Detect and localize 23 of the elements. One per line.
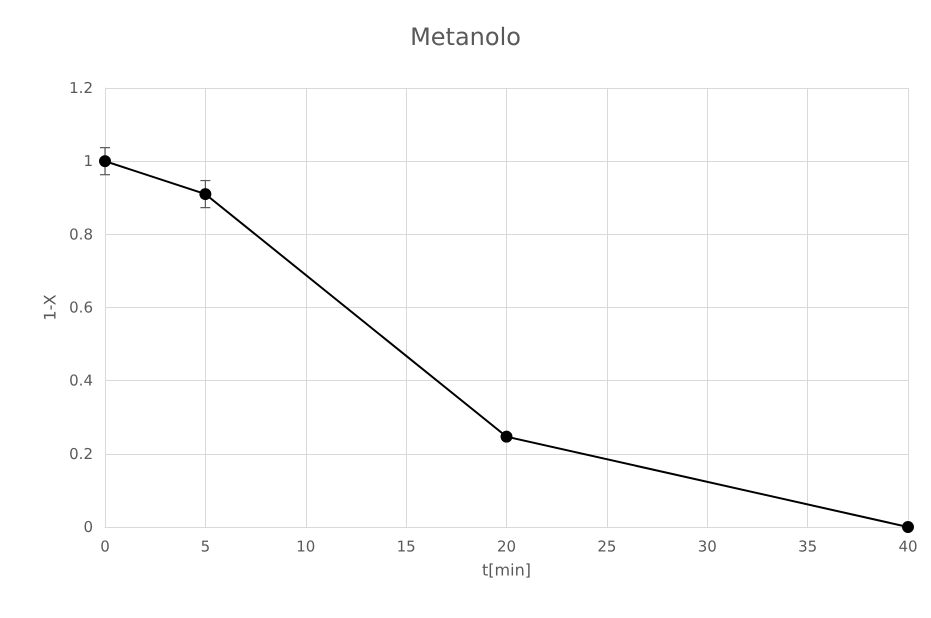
y-tick-label: 0.2	[69, 444, 93, 463]
point	[902, 521, 914, 533]
y-tick-label: 0.4	[69, 372, 93, 390]
point	[500, 430, 512, 443]
x-tick-label: 5	[200, 538, 210, 556]
y-tick-label: 1	[83, 152, 93, 170]
x-tick-label: 35	[798, 538, 818, 556]
x-tick-label: 0	[100, 538, 110, 556]
y-axis-title: 1-X	[40, 294, 60, 321]
x-tick-label: 20	[496, 538, 516, 556]
y-tick-label: 0.8	[69, 225, 93, 244]
point	[199, 188, 212, 200]
x-axis-title: t[min]	[482, 560, 531, 580]
chart-title: Metanolo	[410, 23, 521, 51]
y-tick-label: 1.2	[69, 79, 93, 97]
y-tick-label: 0	[83, 518, 93, 536]
x-tick-label: 30	[698, 538, 717, 556]
x-tick-label: 25	[597, 538, 616, 556]
y-tick-label: 0.6	[69, 298, 93, 316]
x-tick-label: 10	[296, 538, 316, 556]
x-tick-label: 40	[898, 538, 918, 556]
x-tick-label: 15	[396, 538, 416, 556]
point	[99, 155, 111, 168]
